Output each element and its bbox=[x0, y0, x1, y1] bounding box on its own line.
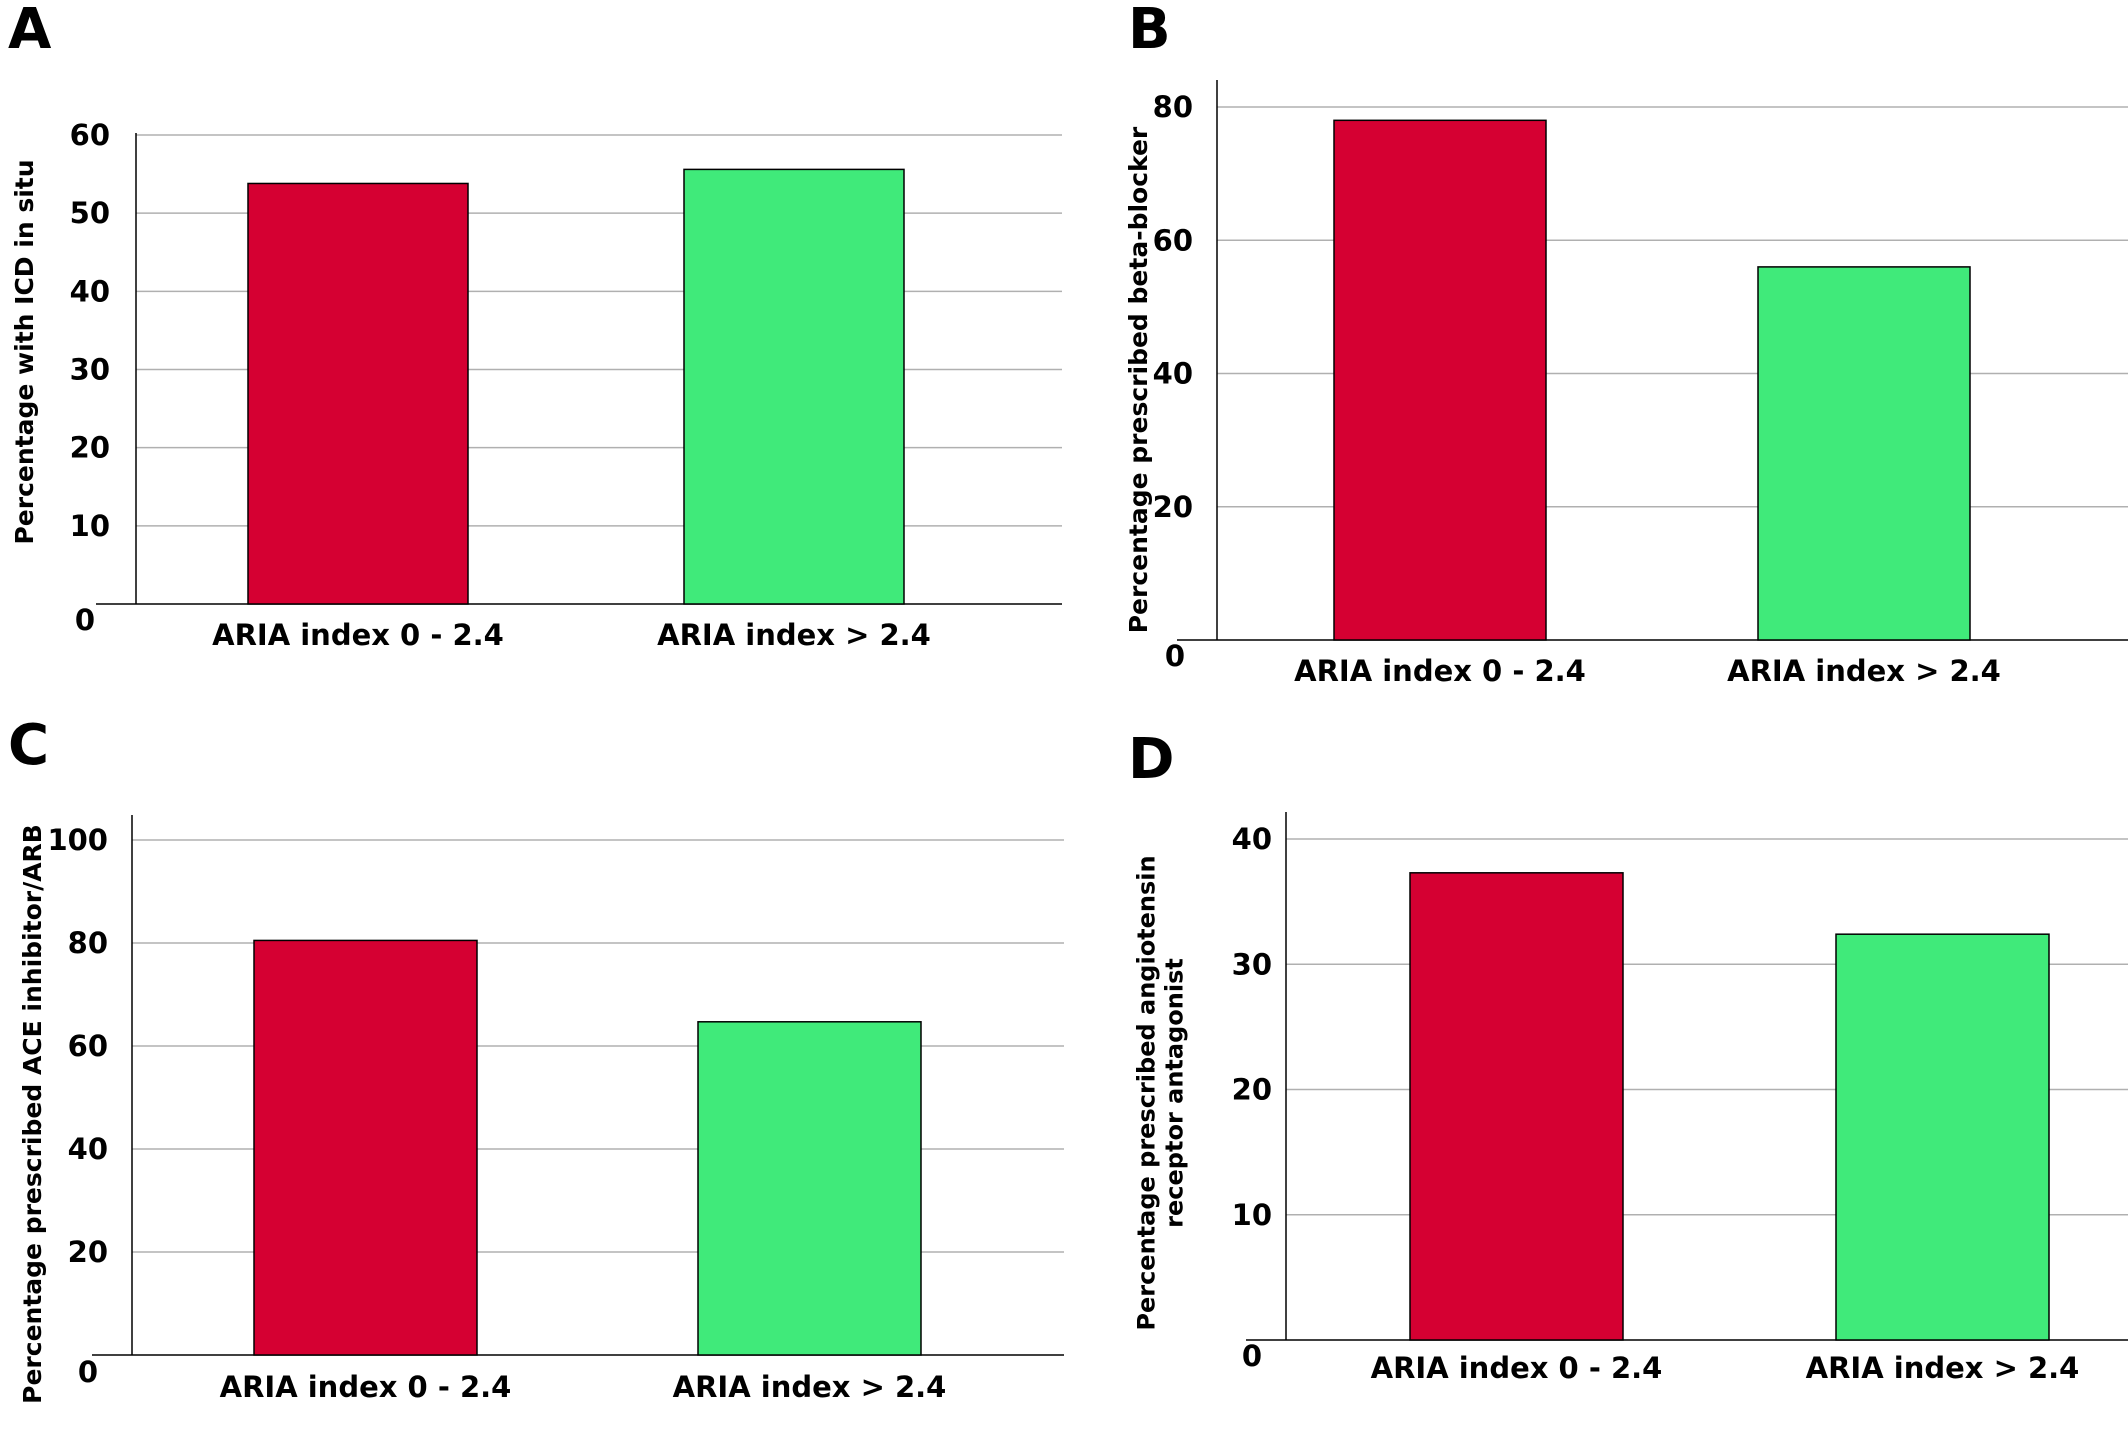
chart-a: 0 10 20 30 40 50 60 ARIA index 0 - 2.4 ARIA inde… bbox=[10, 118, 1062, 652]
y-tick-label: 80 bbox=[68, 926, 108, 960]
y-axis-title-line: receptor antagonist bbox=[1160, 958, 1188, 1228]
y-tick-label: 10 bbox=[70, 509, 110, 543]
y-axis-title-text: Percentage with ICD in situ bbox=[10, 159, 39, 544]
bar bbox=[1409, 872, 1624, 1341]
x-category-label: ARIA index 0 - 2.4 bbox=[1294, 654, 1586, 688]
y-tick-label: 20 bbox=[1153, 490, 1193, 524]
bar bbox=[1333, 119, 1547, 641]
bar bbox=[1757, 266, 1971, 641]
x-category-label: ARIA index 0 - 2.4 bbox=[220, 1370, 512, 1404]
y-axis-title: Percentage prescribed angiotensin recepto… bbox=[1132, 855, 1188, 1330]
y-tick-label: 0 bbox=[78, 1355, 98, 1389]
bar bbox=[247, 182, 469, 605]
x-category-label: ARIA index 0 - 2.4 bbox=[1371, 1351, 1663, 1385]
y-tick-label: 60 bbox=[68, 1029, 108, 1063]
y-tick-label: 40 bbox=[68, 1132, 108, 1166]
y-tick-label: 80 bbox=[1153, 90, 1193, 124]
bar bbox=[1835, 933, 2050, 1341]
y-axis-title: Percentage prescribed beta-blocker bbox=[1124, 126, 1153, 633]
x-category-label: ARIA index 0 - 2.4 bbox=[212, 618, 504, 652]
y-tick-label: 50 bbox=[70, 196, 110, 230]
y-tick-label: 60 bbox=[1153, 223, 1193, 257]
y-axis-title: Percentage prescribed ACE inhibitor/ARB bbox=[18, 824, 47, 1404]
y-axis-title-text: Percentage prescribed ACE inhibitor/ARB bbox=[18, 824, 47, 1404]
bar bbox=[683, 168, 905, 605]
bar bbox=[253, 939, 478, 1356]
panel-label-a: A bbox=[8, 0, 52, 62]
y-tick-label: 10 bbox=[1232, 1198, 1272, 1232]
y-tick-label: 40 bbox=[1232, 822, 1272, 856]
y-tick-label: 40 bbox=[70, 274, 110, 308]
y-tick-label: 20 bbox=[68, 1235, 108, 1269]
y-tick-label: 30 bbox=[1232, 947, 1272, 981]
y-tick-label: 0 bbox=[1242, 1339, 1262, 1373]
chart-c: 0 20 40 60 80 100 ARIA index 0 - 2.4 ARIA index… bbox=[18, 815, 1064, 1404]
y-tick-label: 100 bbox=[47, 823, 108, 857]
y-tick-label: 20 bbox=[70, 431, 110, 465]
panel-label-b: B bbox=[1128, 0, 1171, 62]
y-axis-title-text: Percentage prescribed beta-blocker bbox=[1124, 126, 1153, 633]
x-category-label: ARIA index > 2.4 bbox=[657, 618, 931, 652]
y-tick-label: 60 bbox=[70, 118, 110, 152]
y-tick-label: 40 bbox=[1153, 357, 1193, 391]
chart-b: 0 20 40 60 80 ARIA index 0 - 2.4 ARIA index > … bbox=[1124, 80, 2128, 688]
panel-label-c: C bbox=[8, 713, 50, 778]
y-axis-title-line: Percentage prescribed angiotensin bbox=[1132, 855, 1160, 1330]
y-tick-label: 0 bbox=[75, 603, 95, 637]
x-category-label: ARIA index > 2.4 bbox=[1727, 654, 2001, 688]
x-category-label: ARIA index > 2.4 bbox=[673, 1370, 947, 1404]
x-category-label: ARIA index > 2.4 bbox=[1806, 1351, 2080, 1385]
panel-label-d: D bbox=[1128, 727, 1175, 792]
bar bbox=[697, 1021, 922, 1356]
y-axis-title: Percentage with ICD in situ bbox=[10, 159, 39, 544]
y-tick-label: 20 bbox=[1232, 1073, 1272, 1107]
y-tick-label: 0 bbox=[1165, 639, 1185, 673]
y-tick-label: 30 bbox=[70, 353, 110, 387]
